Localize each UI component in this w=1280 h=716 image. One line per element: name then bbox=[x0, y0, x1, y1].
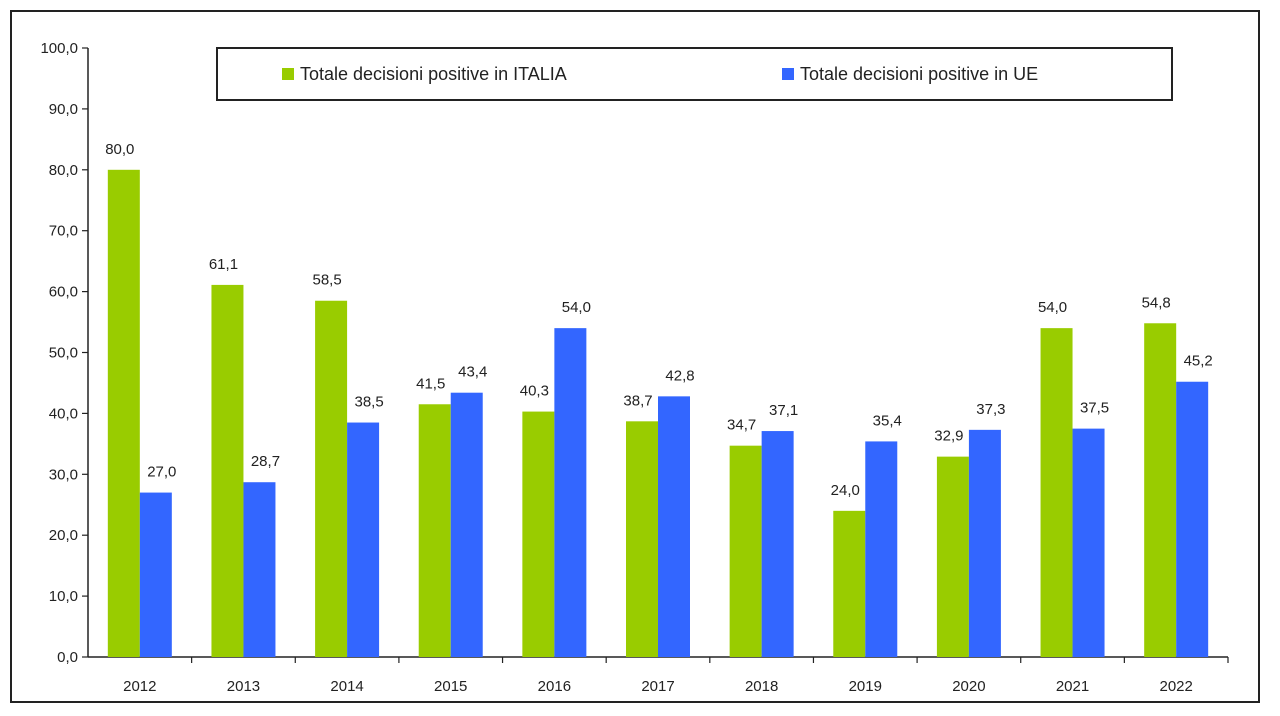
y-tick-label: 10,0 bbox=[49, 588, 78, 605]
x-tick-label: 2020 bbox=[952, 678, 985, 695]
bar-italia bbox=[211, 284, 244, 657]
data-label: 41,5 bbox=[416, 375, 445, 392]
bar-ue bbox=[761, 431, 794, 657]
bar-italia bbox=[1144, 323, 1177, 657]
y-tick-label: 40,0 bbox=[49, 405, 78, 422]
data-label: 42,8 bbox=[665, 367, 694, 384]
x-tick-label: 2018 bbox=[745, 678, 778, 695]
bar-ue bbox=[968, 429, 1001, 657]
data-label: 58,5 bbox=[312, 272, 341, 289]
data-label: 32,9 bbox=[934, 428, 963, 445]
data-label: 37,3 bbox=[976, 401, 1005, 418]
bar-ue bbox=[554, 328, 587, 657]
bar-italia bbox=[418, 404, 451, 657]
y-tick-label: 50,0 bbox=[49, 345, 78, 362]
data-label: 45,2 bbox=[1184, 353, 1213, 370]
bar-ue bbox=[1176, 381, 1209, 657]
bar-ue bbox=[865, 441, 898, 657]
bar-italia bbox=[833, 510, 866, 657]
data-label: 38,7 bbox=[623, 392, 652, 409]
bar-ue bbox=[243, 482, 276, 657]
x-tick-label: 2015 bbox=[434, 678, 467, 695]
y-tick-label: 30,0 bbox=[49, 466, 78, 483]
bar-italia bbox=[522, 411, 555, 657]
data-label: 54,0 bbox=[1038, 299, 1067, 316]
x-tick-label: 2016 bbox=[538, 678, 571, 695]
x-tick-label: 2021 bbox=[1056, 678, 1089, 695]
bar-italia bbox=[1040, 328, 1073, 657]
bar-ue bbox=[139, 492, 172, 657]
data-label: 54,8 bbox=[1142, 294, 1171, 311]
bar-italia bbox=[729, 445, 762, 657]
bar-italia bbox=[107, 169, 140, 658]
legend-swatch-ue bbox=[782, 68, 794, 80]
data-label: 35,4 bbox=[873, 412, 902, 429]
bar-ue bbox=[450, 392, 483, 657]
bar-italia bbox=[626, 421, 658, 657]
x-tick-label: 2022 bbox=[1159, 678, 1192, 695]
data-label: 38,5 bbox=[354, 394, 383, 411]
y-tick-label: 100,0 bbox=[40, 40, 78, 57]
data-label: 24,0 bbox=[831, 482, 860, 499]
legend-swatch-italia bbox=[282, 68, 294, 80]
x-tick-label: 2017 bbox=[641, 678, 674, 695]
y-tick-label: 20,0 bbox=[49, 527, 78, 544]
data-label: 54,0 bbox=[562, 299, 591, 316]
x-tick-label: 2013 bbox=[227, 678, 260, 695]
data-label: 37,1 bbox=[769, 402, 798, 419]
bar-italia bbox=[936, 456, 969, 657]
data-label: 37,5 bbox=[1080, 400, 1109, 417]
data-label: 43,4 bbox=[458, 364, 487, 381]
data-label: 27,0 bbox=[147, 464, 176, 481]
legend-box bbox=[216, 47, 1173, 101]
data-label: 61,1 bbox=[209, 256, 238, 273]
x-tick-label: 2019 bbox=[849, 678, 882, 695]
legend-label-italia: Totale decisioni positive in ITALIA bbox=[300, 64, 567, 84]
y-tick-label: 70,0 bbox=[49, 223, 78, 240]
bar-ue bbox=[347, 422, 380, 657]
y-tick-label: 60,0 bbox=[49, 284, 78, 301]
bar-ue bbox=[1072, 428, 1105, 657]
y-tick-label: 0,0 bbox=[57, 649, 78, 666]
data-label: 80,0 bbox=[105, 141, 134, 158]
x-tick-label: 2014 bbox=[330, 678, 363, 695]
bar-ue bbox=[658, 396, 690, 657]
y-tick-label: 90,0 bbox=[49, 101, 78, 118]
bar-italia bbox=[315, 300, 348, 657]
data-label: 34,7 bbox=[727, 417, 756, 434]
data-label: 28,7 bbox=[251, 453, 280, 470]
x-tick-label: 2012 bbox=[123, 678, 156, 695]
data-label: 40,3 bbox=[520, 383, 549, 400]
y-tick-label: 80,0 bbox=[49, 162, 78, 179]
legend-label-ue: Totale decisioni positive in UE bbox=[800, 64, 1038, 84]
